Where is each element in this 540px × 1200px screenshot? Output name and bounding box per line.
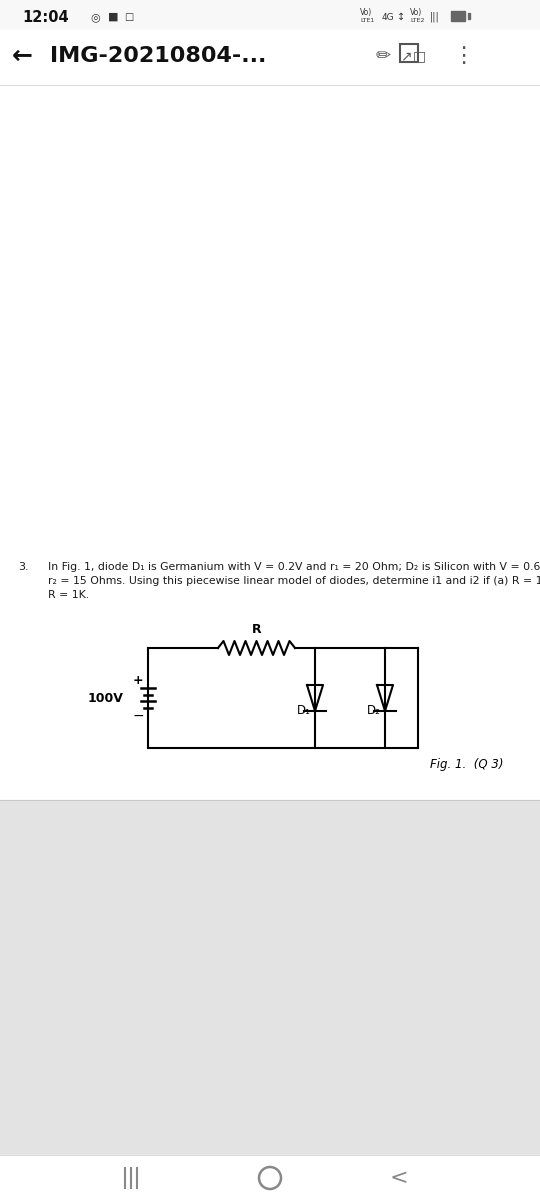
Text: <: <: [390, 1168, 409, 1188]
Bar: [0, 800, 540, 1154]
Text: ■: ■: [108, 12, 118, 22]
Text: ◎: ◎: [90, 12, 100, 22]
Bar: [451, 11, 465, 20]
Text: □: □: [413, 49, 426, 62]
Text: ✏: ✏: [375, 47, 390, 65]
Text: +: +: [133, 673, 143, 686]
Text: 12:04: 12:04: [22, 10, 69, 24]
Text: Vo): Vo): [360, 8, 372, 18]
Bar: [0, 0, 540, 30]
Text: D₂: D₂: [367, 704, 381, 716]
Text: R = 1K.: R = 1K.: [48, 590, 89, 600]
Text: Fig. 1.  (Q 3): Fig. 1. (Q 3): [430, 758, 503, 770]
Bar: [0, 30, 540, 85]
Text: 100V: 100V: [87, 691, 123, 704]
Text: 3.: 3.: [18, 562, 29, 572]
Text: 4G: 4G: [382, 12, 395, 22]
Text: ↕: ↕: [397, 12, 405, 22]
Text: □: □: [124, 12, 133, 22]
Bar: [468, 13, 470, 19]
Text: r₂ = 15 Ohms. Using this piecewise linear model of diodes, determine i1 and i2 i: r₂ = 15 Ohms. Using this piecewise linea…: [48, 576, 540, 586]
Text: ←: ←: [12, 44, 33, 68]
Text: LTE1: LTE1: [360, 18, 374, 24]
Bar: [0, 80, 540, 820]
Text: |||: |||: [430, 12, 440, 23]
Text: LTE2: LTE2: [410, 18, 424, 24]
Bar: [0, 1154, 540, 1200]
Text: IMG-20210804-...: IMG-20210804-...: [50, 46, 266, 66]
Bar: [450, 10, 468, 22]
Text: ↗: ↗: [400, 49, 411, 62]
Text: −: −: [132, 709, 144, 722]
Text: In Fig. 1, diode D₁ is Germanium with V = 0.2V and r₁ = 20 Ohm; D₂ is Silicon wi: In Fig. 1, diode D₁ is Germanium with V …: [48, 562, 540, 572]
Text: D₁: D₁: [297, 704, 311, 716]
Text: ⋮: ⋮: [452, 46, 474, 66]
Text: R: R: [252, 623, 261, 636]
Text: Vo): Vo): [410, 8, 422, 18]
